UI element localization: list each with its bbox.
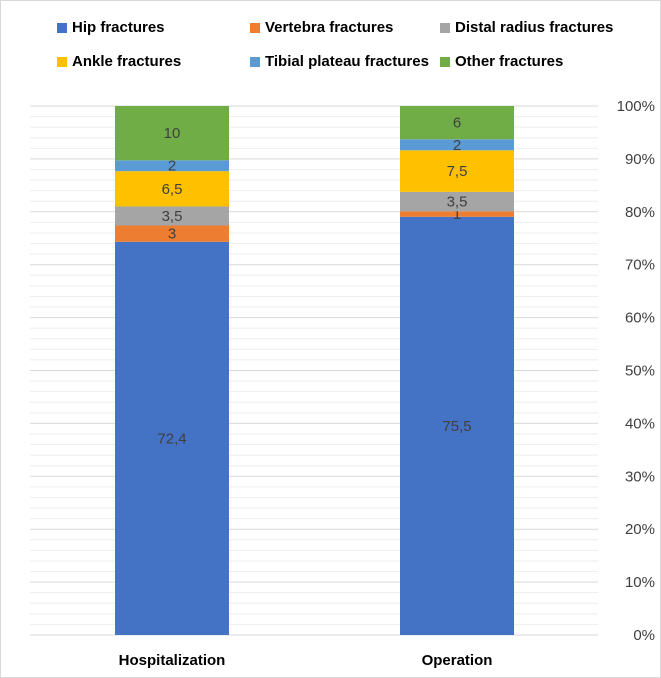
data-label: 3,5 xyxy=(162,208,183,225)
legend-label: Tibial plateau fractures xyxy=(265,53,429,70)
y-tick-label: 60% xyxy=(625,310,655,327)
y-tick-label: 40% xyxy=(625,415,655,432)
bar-segment xyxy=(400,211,514,217)
legend-swatch xyxy=(440,22,450,33)
data-label: 2 xyxy=(453,137,461,154)
legend-swatch xyxy=(57,56,67,67)
data-label: 2 xyxy=(168,158,176,175)
legend-label: Distal radius fractures xyxy=(455,19,614,36)
legend-label: Ankle fractures xyxy=(72,53,182,70)
bar-segment xyxy=(400,216,514,635)
legend-item: Vertebra fractures xyxy=(250,19,393,36)
bar-segment xyxy=(115,225,229,242)
x-category-label: Operation xyxy=(422,652,493,669)
legend-item: Hip fractures xyxy=(57,19,165,36)
legend-label: Hip fractures xyxy=(72,19,165,36)
legend-swatch xyxy=(250,22,260,33)
bar-segment xyxy=(115,160,229,172)
y-tick-label: 0% xyxy=(633,627,655,644)
data-label: 6,5 xyxy=(162,181,183,198)
bar-segment xyxy=(400,139,514,151)
y-tick-label: 70% xyxy=(625,257,655,274)
y-tick-label: 20% xyxy=(625,521,655,538)
legend: Hip fractures Vertebra fractures Distal ra… xyxy=(0,0,661,90)
data-label: 72,4 xyxy=(157,430,186,447)
y-tick-label: 10% xyxy=(625,574,655,591)
bar-segment xyxy=(400,150,514,192)
data-label: 1 xyxy=(453,206,461,223)
data-label: 6 xyxy=(453,115,461,132)
bar-segment xyxy=(400,191,514,212)
bar-segment xyxy=(115,106,229,161)
data-label: 3 xyxy=(168,226,176,243)
data-label: 3,5 xyxy=(447,194,468,211)
y-tick-label: 80% xyxy=(625,204,655,221)
bar-segment xyxy=(115,241,229,636)
y-tick-label: 50% xyxy=(625,363,655,380)
bar-segment xyxy=(115,171,229,207)
bar-segment xyxy=(400,106,514,140)
x-category-label: Hospitalization xyxy=(119,652,226,669)
y-tick-label: 100% xyxy=(617,98,655,115)
legend-label: Vertebra fractures xyxy=(265,19,394,36)
legend-label: Other fractures xyxy=(455,53,564,70)
data-label: 10 xyxy=(164,125,181,142)
legend-swatch xyxy=(440,56,450,67)
data-label: 7,5 xyxy=(447,163,468,180)
legend-swatch xyxy=(250,56,260,67)
legend-swatch xyxy=(57,22,67,33)
legend-item: Distal radius fractures xyxy=(440,19,613,36)
legend-item: Tibial plateau fractures xyxy=(250,53,429,70)
y-tick-label: 30% xyxy=(625,468,655,485)
legend-item: Ankle fractures xyxy=(57,53,181,70)
y-tick-label: 90% xyxy=(625,151,655,168)
bar-segment xyxy=(115,206,229,226)
legend-item: Other fractures xyxy=(440,53,563,70)
data-label: 75,5 xyxy=(442,418,471,435)
